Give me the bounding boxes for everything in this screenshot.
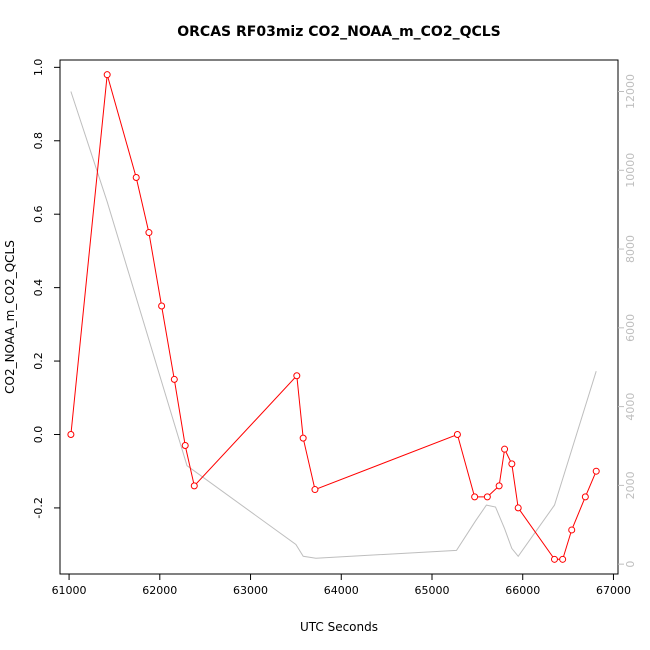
x-axis-label: UTC Seconds	[300, 620, 378, 634]
data-point	[514, 504, 522, 512]
x-tick-label: 63000	[233, 584, 268, 597]
data-point	[483, 493, 491, 501]
y-tick-label: 1.0	[32, 59, 45, 77]
series-line-right-axis	[70, 91, 597, 559]
y2-tick-label: 0	[624, 561, 637, 568]
y2-tick-label: 4000	[624, 393, 637, 421]
x-tick-label: 64000	[324, 584, 359, 597]
data-point	[453, 430, 461, 438]
plot-frame	[59, 59, 619, 575]
y-tick-label: -0.2	[32, 497, 45, 518]
x-tick-label: 62000	[142, 584, 177, 597]
chart-title: ORCAS RF03miz CO2_NOAA_m_CO2_QCLS	[177, 24, 501, 40]
data-point	[311, 486, 319, 494]
y-tick-label: 0.0	[32, 426, 45, 444]
data-point	[501, 445, 509, 453]
x-tick-label: 61000	[52, 584, 87, 597]
x-tick-label: 65000	[415, 584, 450, 597]
data-point	[190, 482, 198, 490]
data-point	[170, 375, 178, 383]
axes-layer: 61000 62000 63000 64000 65000 66000 67000 -0.2 0…	[32, 59, 637, 597]
y2-tick-label: 2000	[624, 471, 637, 499]
data-point	[568, 526, 576, 534]
y-tick-label: 0.6	[32, 205, 45, 223]
data-point	[67, 430, 75, 438]
x-tick-label: 66000	[505, 584, 540, 597]
y2-tick-label: 6000	[624, 314, 637, 342]
data-point	[559, 555, 567, 563]
y-axis-label: CO2_NOAA_m_CO2_QCLS	[3, 240, 17, 394]
data-point	[550, 555, 558, 563]
series-line-left-axis	[70, 74, 597, 560]
data-point	[592, 467, 600, 475]
y-tick-label: 0.2	[32, 352, 45, 370]
y2-tick-label: 8000	[624, 235, 637, 263]
data-point	[581, 493, 589, 501]
series-layer	[67, 71, 600, 563]
y2-tick-label: 10000	[624, 153, 637, 188]
y-tick-label: 0.8	[32, 132, 45, 150]
data-point	[508, 460, 516, 468]
data-point	[293, 372, 301, 380]
x-tick-label: 67000	[596, 584, 631, 597]
data-point	[158, 302, 166, 310]
data-point	[181, 442, 189, 449]
data-point	[103, 71, 111, 79]
data-point	[299, 434, 307, 442]
data-point	[495, 482, 503, 490]
y-tick-label: 0.4	[32, 279, 45, 297]
data-point	[132, 173, 140, 181]
data-point	[471, 493, 479, 501]
y2-tick-label: 12000	[624, 74, 637, 109]
data-point	[145, 229, 153, 237]
